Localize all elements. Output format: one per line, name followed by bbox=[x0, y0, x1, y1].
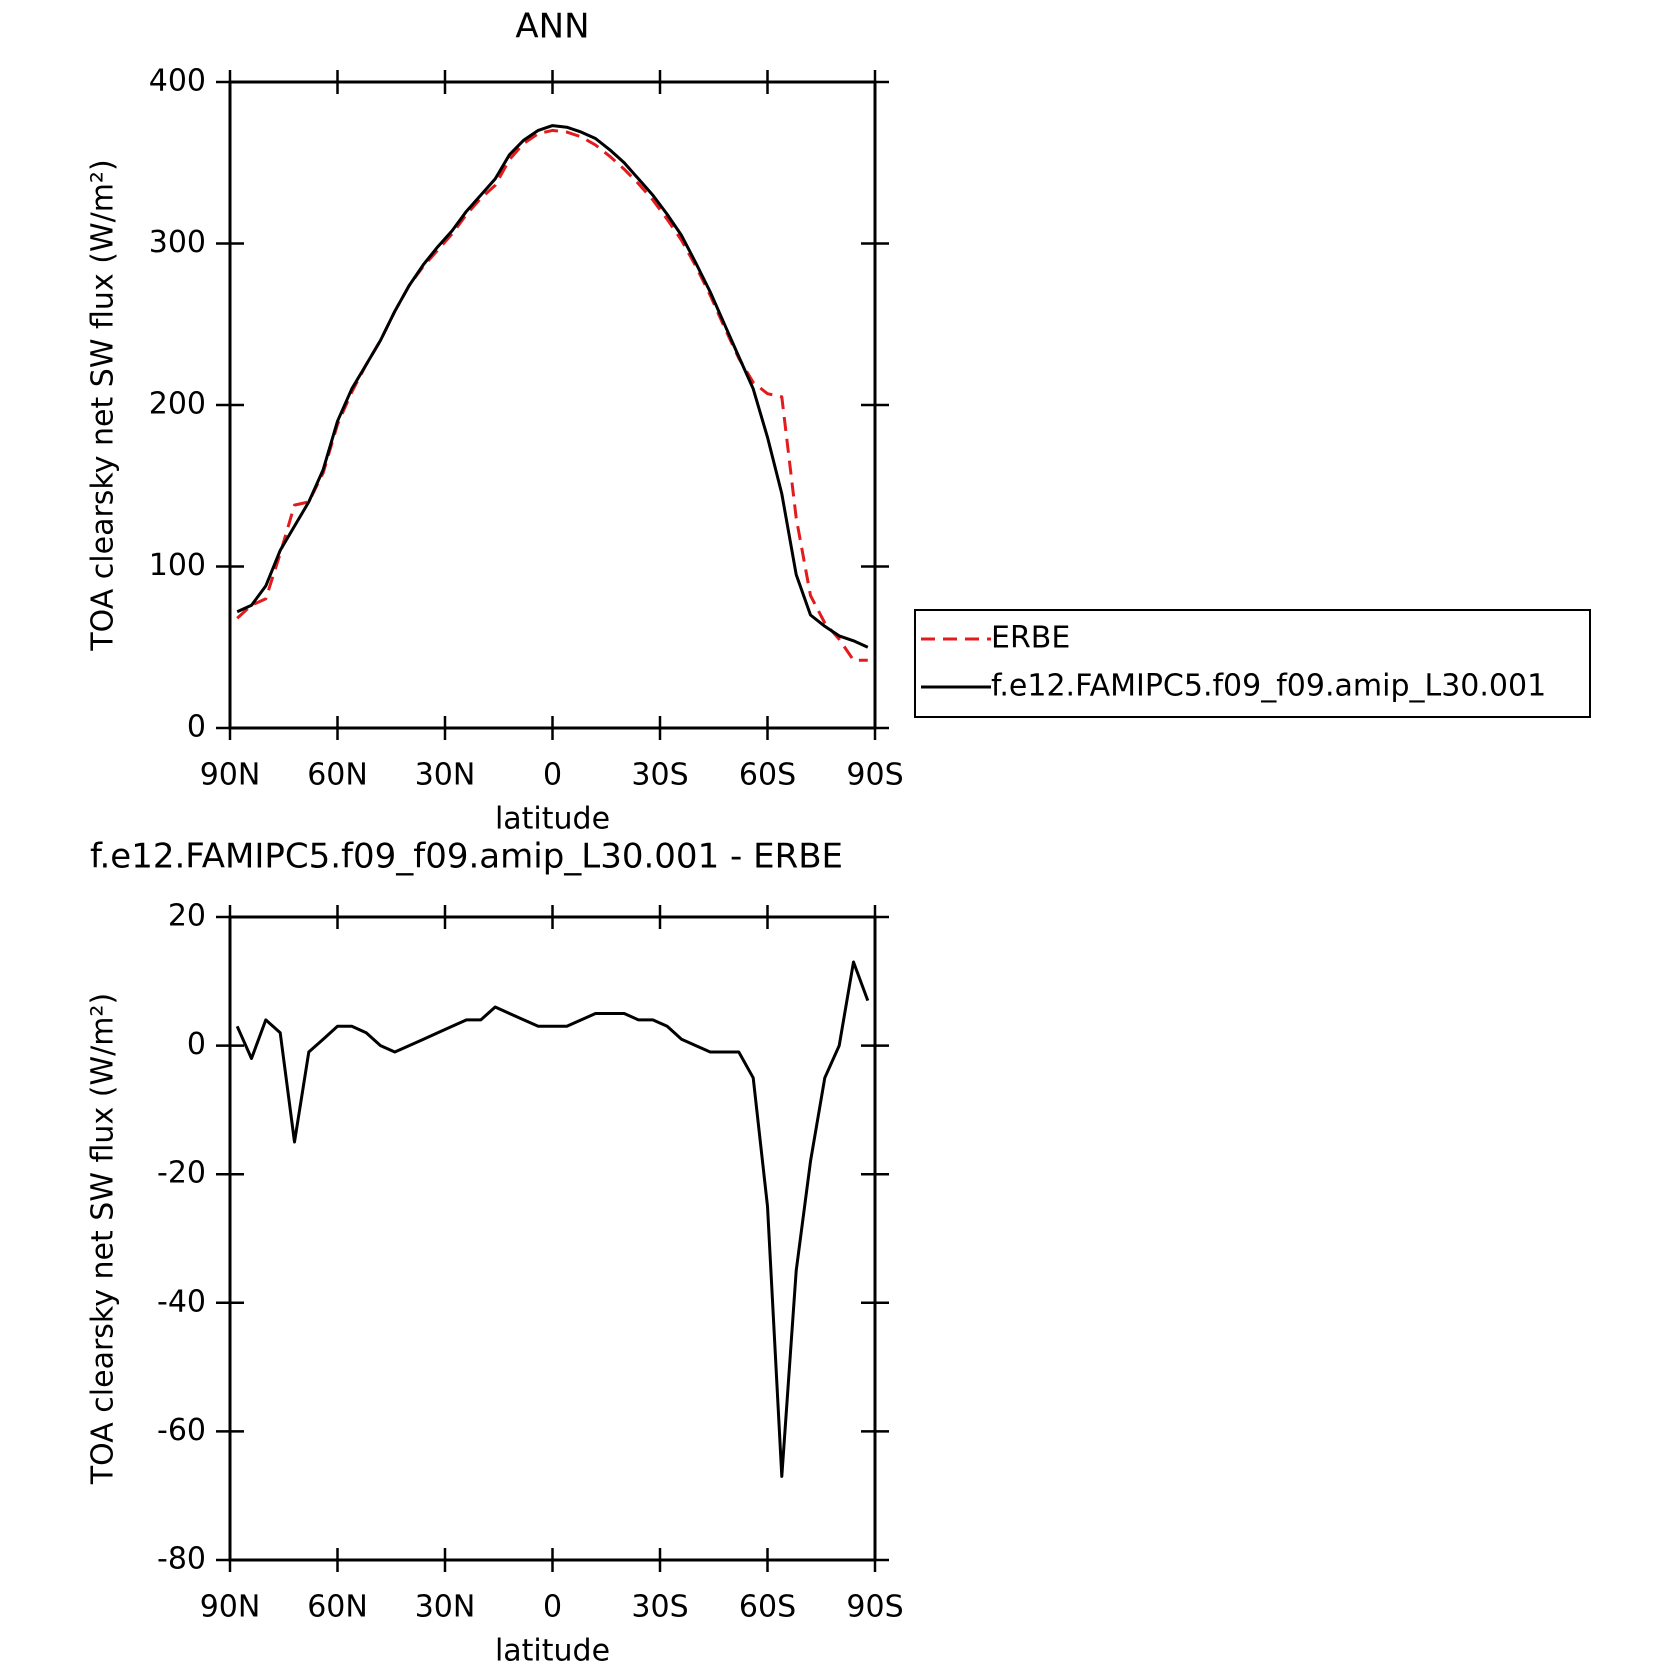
y-tick-label: 300 bbox=[149, 225, 206, 260]
x-tick-label: 60S bbox=[739, 758, 796, 793]
y-axis-label: TOA clearsky net SW flux (W/m²) bbox=[86, 993, 121, 1485]
legend-box bbox=[914, 609, 1591, 718]
x-axis-label: latitude bbox=[495, 802, 610, 837]
x-tick-label: 90S bbox=[846, 1590, 903, 1625]
x-tick-label: 60N bbox=[307, 1590, 368, 1625]
y-tick-label: 20 bbox=[168, 899, 206, 934]
x-tick-label: 30S bbox=[631, 758, 688, 793]
plot-frame bbox=[228, 915, 877, 1562]
x-tick-label: 90N bbox=[200, 1590, 261, 1625]
x-tick-label: 0 bbox=[543, 1590, 562, 1625]
plot-frame bbox=[228, 80, 877, 730]
y-axis-label: TOA clearsky net SW flux (W/m²) bbox=[86, 159, 121, 651]
data-line bbox=[236, 128, 868, 662]
x-tick-label: 30N bbox=[415, 1590, 476, 1625]
x-tick-label: 30N bbox=[415, 758, 476, 793]
y-tick-label: 400 bbox=[149, 64, 206, 99]
y-tick-label: -20 bbox=[157, 1156, 206, 1191]
x-tick-label: 60S bbox=[739, 1590, 796, 1625]
x-axis-label: latitude bbox=[495, 1634, 610, 1669]
y-tick-label: -60 bbox=[157, 1413, 206, 1448]
x-tick-label: 90N bbox=[200, 758, 261, 793]
legend-label: ERBE bbox=[991, 621, 1070, 656]
data-line bbox=[236, 124, 869, 649]
y-tick-label: -40 bbox=[157, 1284, 206, 1319]
x-tick-label: 30S bbox=[631, 1590, 688, 1625]
y-tick-label: 0 bbox=[187, 1027, 206, 1062]
y-tick-label: -80 bbox=[157, 1542, 206, 1577]
y-tick-label: 100 bbox=[149, 548, 206, 583]
y-tick-label: 0 bbox=[187, 710, 206, 745]
x-tick-label: 0 bbox=[543, 758, 562, 793]
legend-label: f.e12.FAMIPC5.f09_f09.amip_L30.001 bbox=[991, 669, 1546, 704]
data-line bbox=[235, 960, 870, 1478]
x-tick-label: 90S bbox=[846, 758, 903, 793]
chart-title: f.e12.FAMIPC5.f09_f09.amip_L30.001 - ERB… bbox=[90, 837, 843, 877]
chart-title: ANN bbox=[515, 7, 589, 47]
y-tick-label: 200 bbox=[149, 387, 206, 422]
x-tick-label: 60N bbox=[307, 758, 368, 793]
